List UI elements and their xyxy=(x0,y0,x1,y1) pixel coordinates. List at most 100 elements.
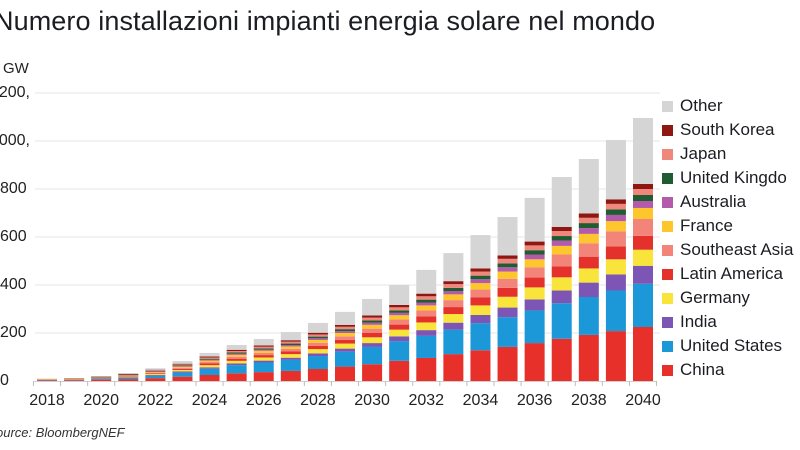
bar-segment-india xyxy=(253,360,274,363)
bar-segment-france xyxy=(497,271,518,279)
bar-stack-2031 xyxy=(389,285,410,381)
bar-segment-latin-america xyxy=(253,355,274,358)
x-tick-label: 2040 xyxy=(625,392,661,409)
bar-segment-japan xyxy=(362,317,383,321)
bar-segment-south-korea xyxy=(470,268,491,272)
bar-segment-south-korea xyxy=(280,340,301,342)
bar-segment-latin-america xyxy=(633,235,653,250)
bar-segment-japan xyxy=(307,334,328,337)
bar-segment-india xyxy=(280,357,301,360)
y-tick-label: 400 xyxy=(0,276,27,293)
bar-segment-south-korea xyxy=(307,332,328,335)
bar-segment-japan xyxy=(253,346,274,349)
bar-segment-india xyxy=(335,348,355,352)
bar-segment-germany xyxy=(497,296,518,308)
bar-segment-australia xyxy=(633,201,653,208)
bar-segment-china xyxy=(199,375,220,381)
bar-segment-japan xyxy=(551,231,572,237)
bar-segment-france xyxy=(605,221,626,232)
bar-segment-australia xyxy=(145,371,166,372)
bar-segment-india xyxy=(633,265,653,284)
bar-segment-france xyxy=(280,346,301,349)
bar-segment-india xyxy=(199,367,220,369)
bar-segment-south-korea xyxy=(199,356,220,358)
bar-segment-germany xyxy=(578,268,599,283)
bar-segment-southeast-asia xyxy=(335,336,355,340)
bar-segment-australia xyxy=(524,254,545,260)
legend-swatch xyxy=(662,244,673,256)
bar-segment-india xyxy=(91,378,112,380)
legend-label: Australia xyxy=(680,192,747,211)
chart-title: Numero installazioni impianti energia so… xyxy=(0,6,656,36)
bar-segment-united-kingdom xyxy=(226,352,247,354)
bar-segment-japan xyxy=(389,307,410,311)
legend-label: Germany xyxy=(680,288,750,307)
bar-segment-france xyxy=(335,333,355,337)
bar-segment-latin-america xyxy=(226,358,247,361)
bar-segment-other xyxy=(226,345,247,350)
bar-segment-latin-america xyxy=(172,368,193,370)
bar-segment-united-states xyxy=(470,323,491,351)
bar-segment-other xyxy=(91,376,112,377)
bar-segment-germany xyxy=(605,259,626,275)
legend-swatch xyxy=(662,292,673,304)
bar-segment-germany xyxy=(633,249,653,266)
bar-stack-2022 xyxy=(145,368,166,381)
bar-segment-china xyxy=(497,346,518,381)
legend-swatch xyxy=(662,172,673,184)
x-tick-label: 2020 xyxy=(83,392,119,409)
legend-label: United States xyxy=(680,336,783,355)
bar-stack-2030 xyxy=(362,298,383,381)
bar-segment-china xyxy=(578,334,599,381)
bar-segment-south-korea xyxy=(605,199,626,204)
bar-segment-france xyxy=(470,283,491,290)
bar-segment-china xyxy=(307,369,328,381)
bar-segment-south-korea xyxy=(118,373,139,375)
bar-segment-south-korea xyxy=(253,345,274,347)
legend-label: Japan xyxy=(680,144,727,163)
bar-segment-united-kingdom xyxy=(199,358,220,360)
bar-stack-2026 xyxy=(253,339,274,381)
bar-segment-southeast-asia xyxy=(280,348,301,352)
bar-segment-other xyxy=(497,217,518,256)
y-axis-unit-label: GW xyxy=(3,60,29,77)
y-tick-label: ,200 xyxy=(0,84,30,101)
legend-label: Southeast Asia xyxy=(680,240,794,259)
bar-segment-india xyxy=(551,290,572,304)
legend-item-china: China xyxy=(662,358,793,382)
bar-segment-united-kingdom xyxy=(470,275,491,280)
bar-segment-other xyxy=(416,269,437,294)
bar-segment-australia xyxy=(335,331,355,333)
bar-segment-latin-america xyxy=(524,277,545,288)
bar-segment-united-kingdom xyxy=(416,299,437,303)
bar-segment-south-korea xyxy=(524,241,545,246)
legend-label: India xyxy=(680,312,717,331)
bar-segment-other xyxy=(280,332,301,341)
bar-stack-2019 xyxy=(64,378,85,381)
x-tick-label: 2024 xyxy=(191,392,228,409)
legend-item-japan: Japan xyxy=(662,142,793,166)
bar-stack-2025 xyxy=(226,345,247,381)
bar-stack-2018 xyxy=(37,378,57,381)
bar-segment-japan xyxy=(443,284,464,288)
bar-segment-other xyxy=(633,117,653,184)
bar-segment-australia xyxy=(470,279,491,284)
bar-segment-japan xyxy=(633,189,653,195)
bar-segment-southeast-asia xyxy=(443,300,464,308)
y-tick-label: 0 xyxy=(0,372,9,389)
bar-segment-latin-america xyxy=(145,373,166,375)
bar-segment-other xyxy=(389,285,410,305)
bar-segment-france xyxy=(253,350,274,353)
bar-segment-france xyxy=(389,315,410,320)
bar-segment-southeast-asia xyxy=(633,219,653,236)
bar-segment-india xyxy=(389,336,410,342)
y-tick-label: ,000 xyxy=(0,132,30,149)
bar-segment-united-states xyxy=(605,290,626,332)
bar-segment-southeast-asia xyxy=(524,267,545,278)
bar-segment-germany xyxy=(172,369,193,372)
bar-segment-united-states xyxy=(416,335,437,358)
bar-segment-china xyxy=(226,373,247,381)
legend-item-india: India xyxy=(662,310,793,334)
bar-segment-india xyxy=(172,371,193,373)
